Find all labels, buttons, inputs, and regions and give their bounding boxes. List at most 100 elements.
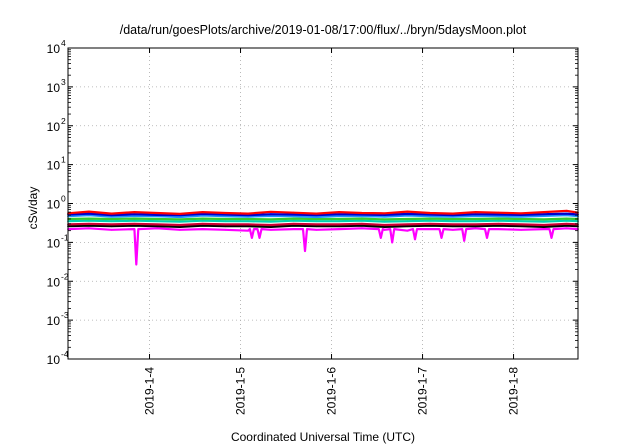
data-point — [565, 214, 568, 217]
data-point — [179, 224, 181, 226]
data-point — [156, 218, 159, 220]
series-line — [67, 224, 579, 228]
data-point — [406, 218, 409, 220]
data-point — [361, 212, 363, 214]
data-point — [429, 228, 431, 231]
data-point — [315, 223, 318, 226]
x-tick-label: 2019-1-7 — [416, 367, 430, 415]
data-point — [247, 223, 250, 226]
data-point — [110, 212, 113, 215]
data-point — [247, 225, 250, 228]
data-point — [201, 222, 204, 225]
data-point — [429, 224, 431, 227]
data-point — [224, 218, 227, 220]
data-point — [383, 215, 386, 218]
data-point — [88, 212, 90, 215]
data-point — [383, 218, 386, 221]
data-point — [315, 228, 318, 231]
data-point — [406, 210, 409, 213]
data-point — [110, 225, 113, 228]
data-point — [315, 216, 318, 218]
data-point — [474, 220, 477, 223]
data-point — [338, 228, 340, 231]
data-point — [270, 220, 272, 223]
data-point — [110, 218, 113, 220]
y-axis-label: cSv/day — [26, 187, 40, 230]
data-point — [315, 218, 318, 220]
y-tick-base: 10 — [47, 275, 61, 289]
x-axis-ticks: 2019-1-4 2019-1-5 2019-1-6 2019-1-7 2019-1-8 — [143, 48, 521, 415]
data-point — [383, 212, 386, 215]
data-point — [270, 226, 272, 228]
data-point — [406, 220, 409, 223]
data-point — [361, 227, 363, 230]
data-point — [247, 214, 250, 217]
data-point — [497, 224, 500, 227]
data-point — [270, 215, 272, 217]
data-point — [543, 213, 545, 216]
data-point — [110, 228, 113, 231]
data-point — [452, 218, 454, 220]
data-point — [497, 219, 500, 222]
y-tick-exponent: -2 — [61, 271, 69, 281]
data-point — [201, 219, 204, 222]
data-point — [156, 214, 159, 216]
data-point — [406, 214, 409, 217]
data-point — [292, 215, 295, 218]
y-tick-exponent: 3 — [61, 77, 66, 87]
data-point — [247, 212, 250, 215]
y-tick-exponent: -1 — [61, 232, 69, 242]
data-point — [156, 223, 159, 226]
data-point — [361, 215, 363, 218]
data-point — [565, 212, 568, 215]
y-tick-base: 10 — [47, 159, 61, 173]
data-point — [338, 223, 340, 226]
data-point — [452, 214, 454, 217]
data-point — [201, 211, 204, 214]
data-point — [543, 228, 545, 231]
data-point — [224, 225, 227, 228]
data-point — [520, 228, 522, 231]
y-tick-label: 10 2 — [47, 116, 66, 134]
data-point — [224, 223, 227, 226]
data-point — [520, 223, 522, 226]
data-point — [179, 226, 181, 228]
data-point — [201, 217, 204, 220]
data-point — [270, 218, 272, 221]
data-point — [429, 215, 431, 218]
y-tick-base: 10 — [47, 42, 61, 56]
data-point — [270, 228, 272, 231]
data-point — [88, 222, 90, 225]
data-point — [406, 225, 409, 228]
data-point — [474, 211, 477, 214]
data-point — [315, 220, 318, 223]
data-point — [133, 215, 136, 217]
data-point — [224, 215, 227, 218]
y-tick-base: 10 — [47, 314, 61, 328]
y-tick-label: 10 3 — [47, 77, 66, 95]
data-point — [156, 227, 159, 230]
data-point — [315, 225, 318, 228]
data-point — [361, 219, 363, 222]
y-tick-label: 10 -2 — [47, 271, 69, 289]
y-tick-label: 10 0 — [47, 194, 66, 212]
data-point — [292, 217, 295, 220]
data-point — [520, 225, 522, 228]
data-point — [247, 229, 250, 232]
data-point — [383, 220, 386, 223]
series-line — [67, 219, 579, 223]
data-point — [292, 213, 295, 216]
data-point — [543, 218, 545, 221]
data-series — [67, 209, 579, 266]
y-tick-base: 10 — [47, 198, 61, 212]
data-point — [338, 213, 340, 216]
data-point — [543, 226, 545, 228]
data-point — [474, 215, 477, 217]
data-point — [406, 229, 409, 232]
data-point — [338, 215, 340, 217]
data-point — [270, 213, 272, 216]
y-tick-base: 10 — [47, 353, 61, 367]
data-point — [88, 210, 90, 213]
data-point — [497, 211, 500, 214]
